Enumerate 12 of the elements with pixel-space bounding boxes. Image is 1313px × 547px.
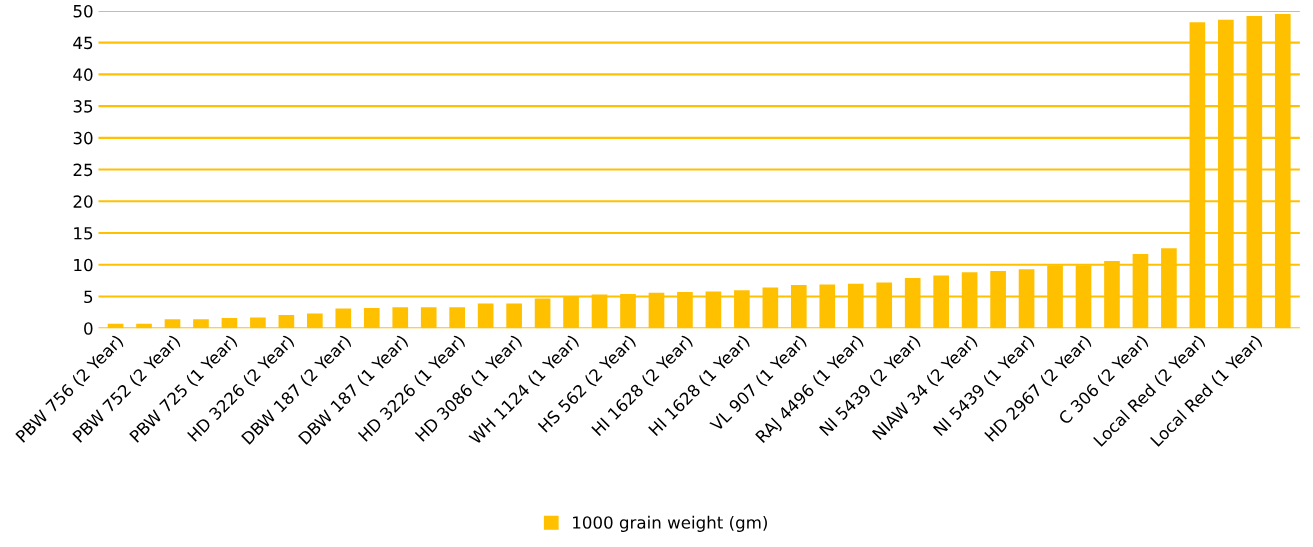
y-tick-label: 15: [74, 227, 93, 240]
y-tick-label: 10: [74, 258, 93, 272]
y-tick-label: 5: [84, 290, 93, 304]
y-tick-label: 50: [73, 4, 93, 18]
y-tick-label: 25: [73, 163, 93, 177]
y-tick-label: 0: [84, 322, 93, 335]
y-tick-label: 20: [73, 195, 93, 208]
y-tick-label: 45: [73, 36, 93, 50]
y-tick-label: 40: [73, 68, 93, 81]
y-tick-label: 35: [73, 100, 93, 113]
legend-label: 1000 grain weight (gm): [573, 515, 767, 532]
y-tick-label: 30: [73, 131, 93, 145]
